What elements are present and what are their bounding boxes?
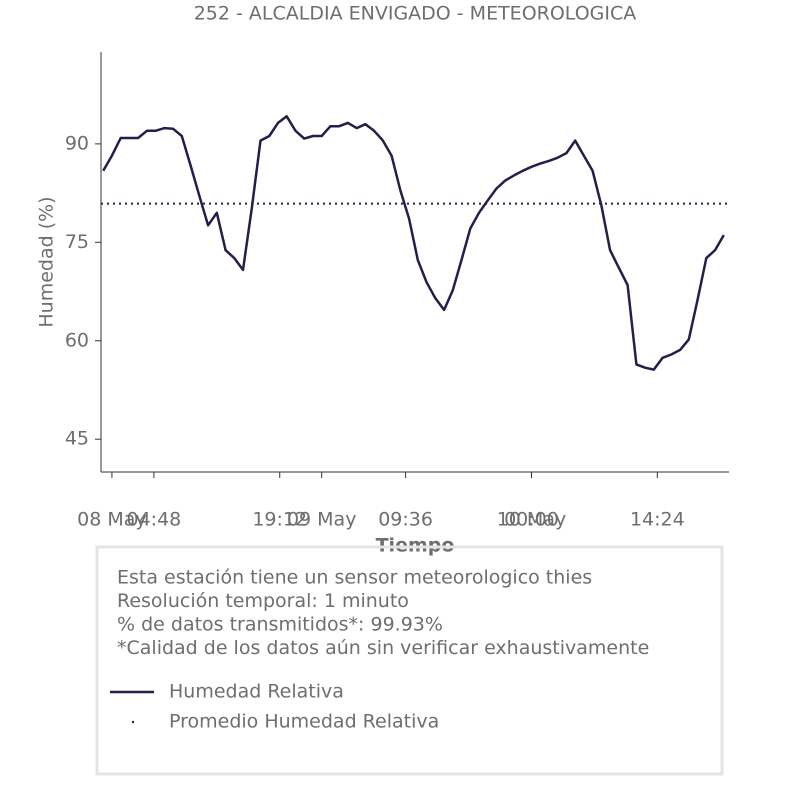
legend-label: Humedad Relativa <box>169 681 344 703</box>
info-box <box>95 545 724 776</box>
y-tick-label: 75 <box>65 231 89 253</box>
note: Esta estación tiene un sensor meteorolog… <box>117 567 592 589</box>
x-tick-label: 19:12 <box>252 509 307 531</box>
x-tick-label: 09 May <box>287 509 357 531</box>
data-line <box>102 115 725 371</box>
y-tick-label: 60 <box>65 329 89 351</box>
x-tick-label: 04:48 <box>126 509 181 531</box>
x-tick-label: 14:24 <box>630 509 685 531</box>
note: Resolución temporal: 1 minuto <box>117 590 409 612</box>
x-tick-label: 08 May <box>77 509 147 531</box>
chart-title: 252 - ALCALDIA ENVIGADO - METEOROLOGICA <box>194 3 637 25</box>
x-tick-label: 10 May <box>497 509 567 531</box>
x-tick-label: 09:36 <box>378 509 433 531</box>
x-tick-label: 00:00 <box>504 509 559 531</box>
y-tick-label: 45 <box>65 428 89 450</box>
y-axis-label: Humedad (%) <box>36 196 58 327</box>
y-tick-label: 90 <box>65 132 89 154</box>
note: % de datos transmitidos*: 99.93% <box>117 614 443 636</box>
note: *Calidad de los datos aún sin verificar … <box>117 637 649 659</box>
legend-label: Promedio Humedad Relativa <box>169 711 439 733</box>
legend-swatch <box>131 720 135 724</box>
